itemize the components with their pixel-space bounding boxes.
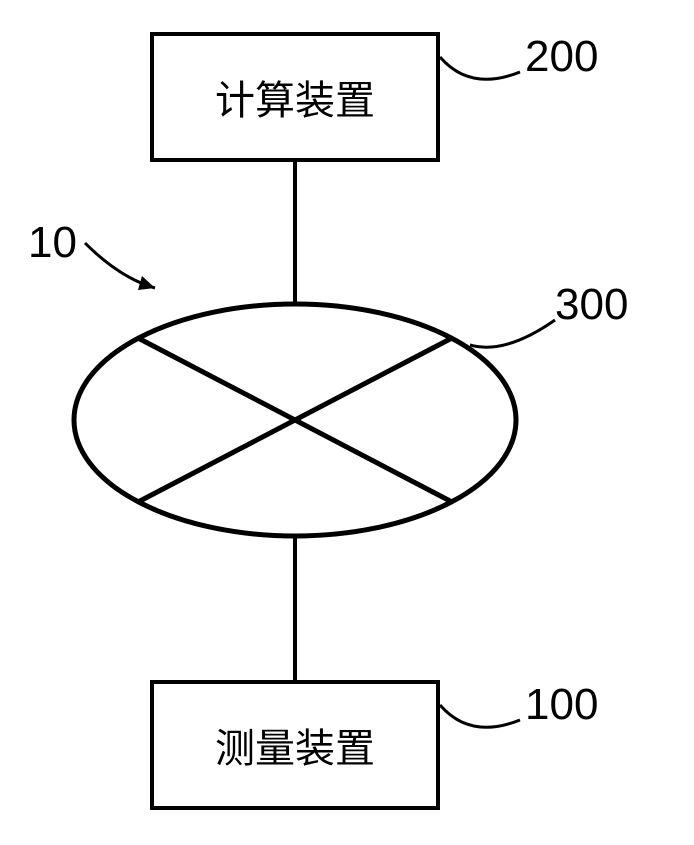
measuring-device-box: 测量装置 <box>150 680 440 810</box>
connector-bottom <box>293 538 297 680</box>
arrow-10 <box>80 238 180 308</box>
computing-device-box: 计算装置 <box>150 32 440 162</box>
network-ellipse <box>70 300 520 540</box>
ref-label-10: 10 <box>28 218 77 268</box>
ref-label-200: 200 <box>525 32 598 82</box>
connector-top <box>293 162 297 302</box>
computing-device-label: 计算装置 <box>215 68 375 126</box>
ref-label-300: 300 <box>555 280 628 330</box>
ref-label-100: 100 <box>525 680 598 730</box>
measuring-device-label: 测量装置 <box>215 716 375 774</box>
